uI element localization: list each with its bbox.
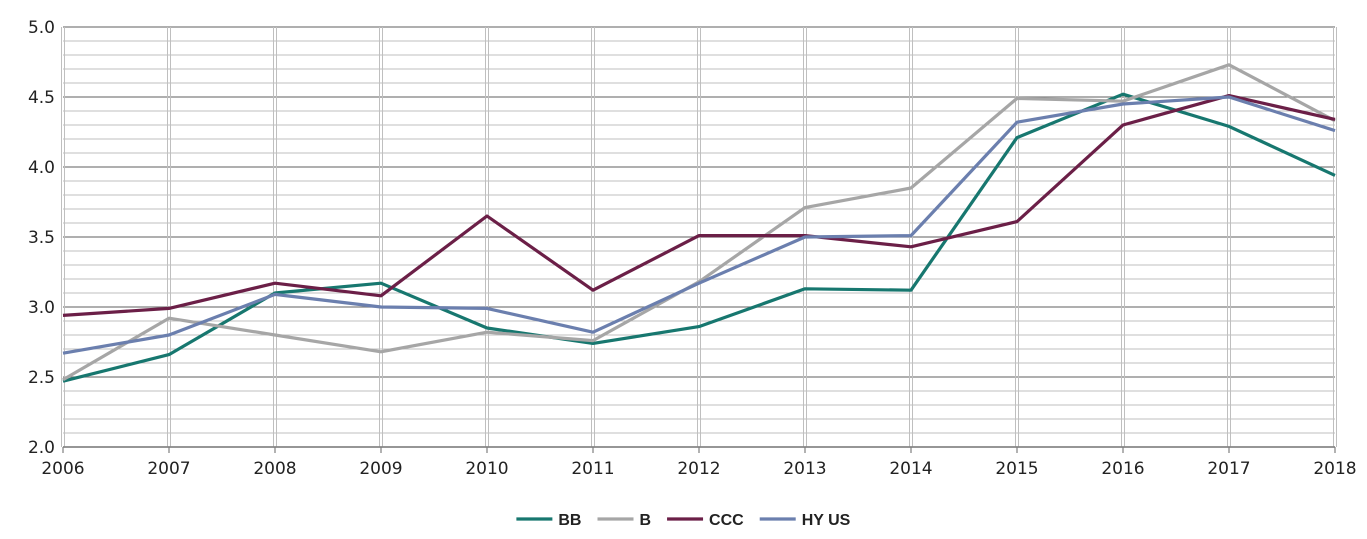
y-tick-label: 4.0: [28, 158, 55, 178]
y-tick-label: 3.0: [28, 298, 55, 318]
legend-label-b: B: [639, 512, 651, 529]
legend-label-bb: BB: [558, 512, 581, 529]
series-line-bb: [62, 92, 1336, 383]
y-tick-label: 2.5: [28, 368, 55, 388]
x-tick-label: 2014: [889, 459, 932, 479]
y-tick-label: 2.0: [28, 438, 55, 458]
x-tick-label: 2008: [253, 459, 296, 479]
legend-label-ccc: CCC: [709, 512, 744, 529]
y-tick-label: 4.5: [28, 88, 55, 108]
axes: 2.0 2.5 3.0 3.5 4.0 4.5 5.0 2006 2007 2008 2009 201…: [28, 18, 1357, 479]
x-tick-label: 2012: [677, 459, 720, 479]
legend: BB B CCC HY US: [516, 512, 851, 529]
x-tick-label: 2016: [1101, 459, 1144, 479]
x-tick-label: 2010: [465, 459, 508, 479]
x-tick-label: 2015: [995, 459, 1038, 479]
x-tick-label: 2017: [1207, 459, 1250, 479]
x-tick-label: 2007: [147, 459, 190, 479]
legend-label-hy-us: HY US: [802, 512, 851, 529]
x-tick-label: 2009: [359, 459, 402, 479]
x-tick-label: 2011: [571, 459, 614, 479]
x-tick-label: 2018: [1313, 459, 1356, 479]
x-tick-label: 2006: [41, 459, 84, 479]
y-tick-label: 5.0: [28, 18, 55, 38]
series-lines: [62, 63, 1336, 383]
x-tick-label: 2013: [783, 459, 826, 479]
y-tick-label: 3.5: [28, 228, 55, 248]
series-line-ccc: [62, 93, 1336, 317]
series-line-hy-us: [62, 95, 1336, 355]
series-line-b: [62, 63, 1336, 382]
